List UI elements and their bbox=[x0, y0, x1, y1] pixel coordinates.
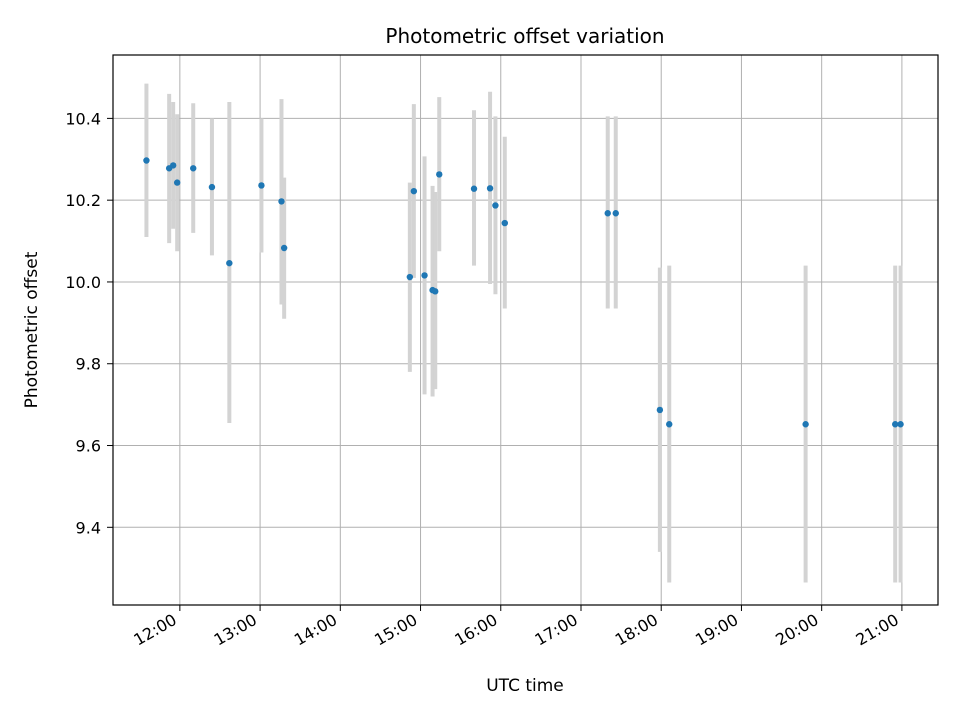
data-point bbox=[492, 202, 499, 209]
data-point bbox=[604, 210, 611, 217]
y-tick-label: 9.4 bbox=[76, 518, 101, 537]
plot-area bbox=[113, 55, 938, 605]
data-point bbox=[406, 273, 414, 281]
y-tick-label: 10.2 bbox=[65, 191, 101, 210]
y-tick-label: 9.8 bbox=[76, 355, 101, 374]
data-point bbox=[173, 179, 181, 186]
data-point bbox=[501, 219, 508, 227]
data-point bbox=[169, 162, 177, 169]
data-point bbox=[410, 187, 418, 195]
chart-title: Photometric offset variation bbox=[385, 24, 664, 48]
data-point bbox=[421, 272, 428, 279]
y-tick-label: 10.0 bbox=[65, 273, 101, 292]
plot-frame bbox=[112, 54, 939, 606]
y-axis-ticks: 9.4 9.6 9.8 10.0 10.2 10.4 bbox=[65, 109, 113, 537]
data-point bbox=[432, 288, 439, 295]
data-point bbox=[656, 406, 664, 414]
data-point bbox=[802, 421, 809, 428]
data-point bbox=[208, 183, 216, 191]
data-point bbox=[190, 165, 197, 172]
data-point bbox=[897, 421, 904, 428]
data-point bbox=[278, 198, 285, 205]
data-points bbox=[143, 157, 904, 428]
data-point bbox=[436, 171, 443, 178]
data-point bbox=[258, 182, 265, 189]
y-tick-label: 9.6 bbox=[76, 437, 101, 456]
data-point bbox=[226, 259, 233, 267]
y-axis-label: Photometric offset bbox=[22, 251, 42, 408]
data-point bbox=[143, 157, 150, 164]
data-point bbox=[486, 185, 494, 192]
data-point bbox=[470, 185, 478, 192]
y-tick-label: 10.4 bbox=[65, 109, 101, 128]
data-point bbox=[280, 244, 288, 252]
x-axis-label: UTC time bbox=[486, 676, 564, 696]
data-point bbox=[666, 421, 673, 428]
data-point bbox=[612, 210, 619, 217]
data-point bbox=[892, 421, 899, 428]
